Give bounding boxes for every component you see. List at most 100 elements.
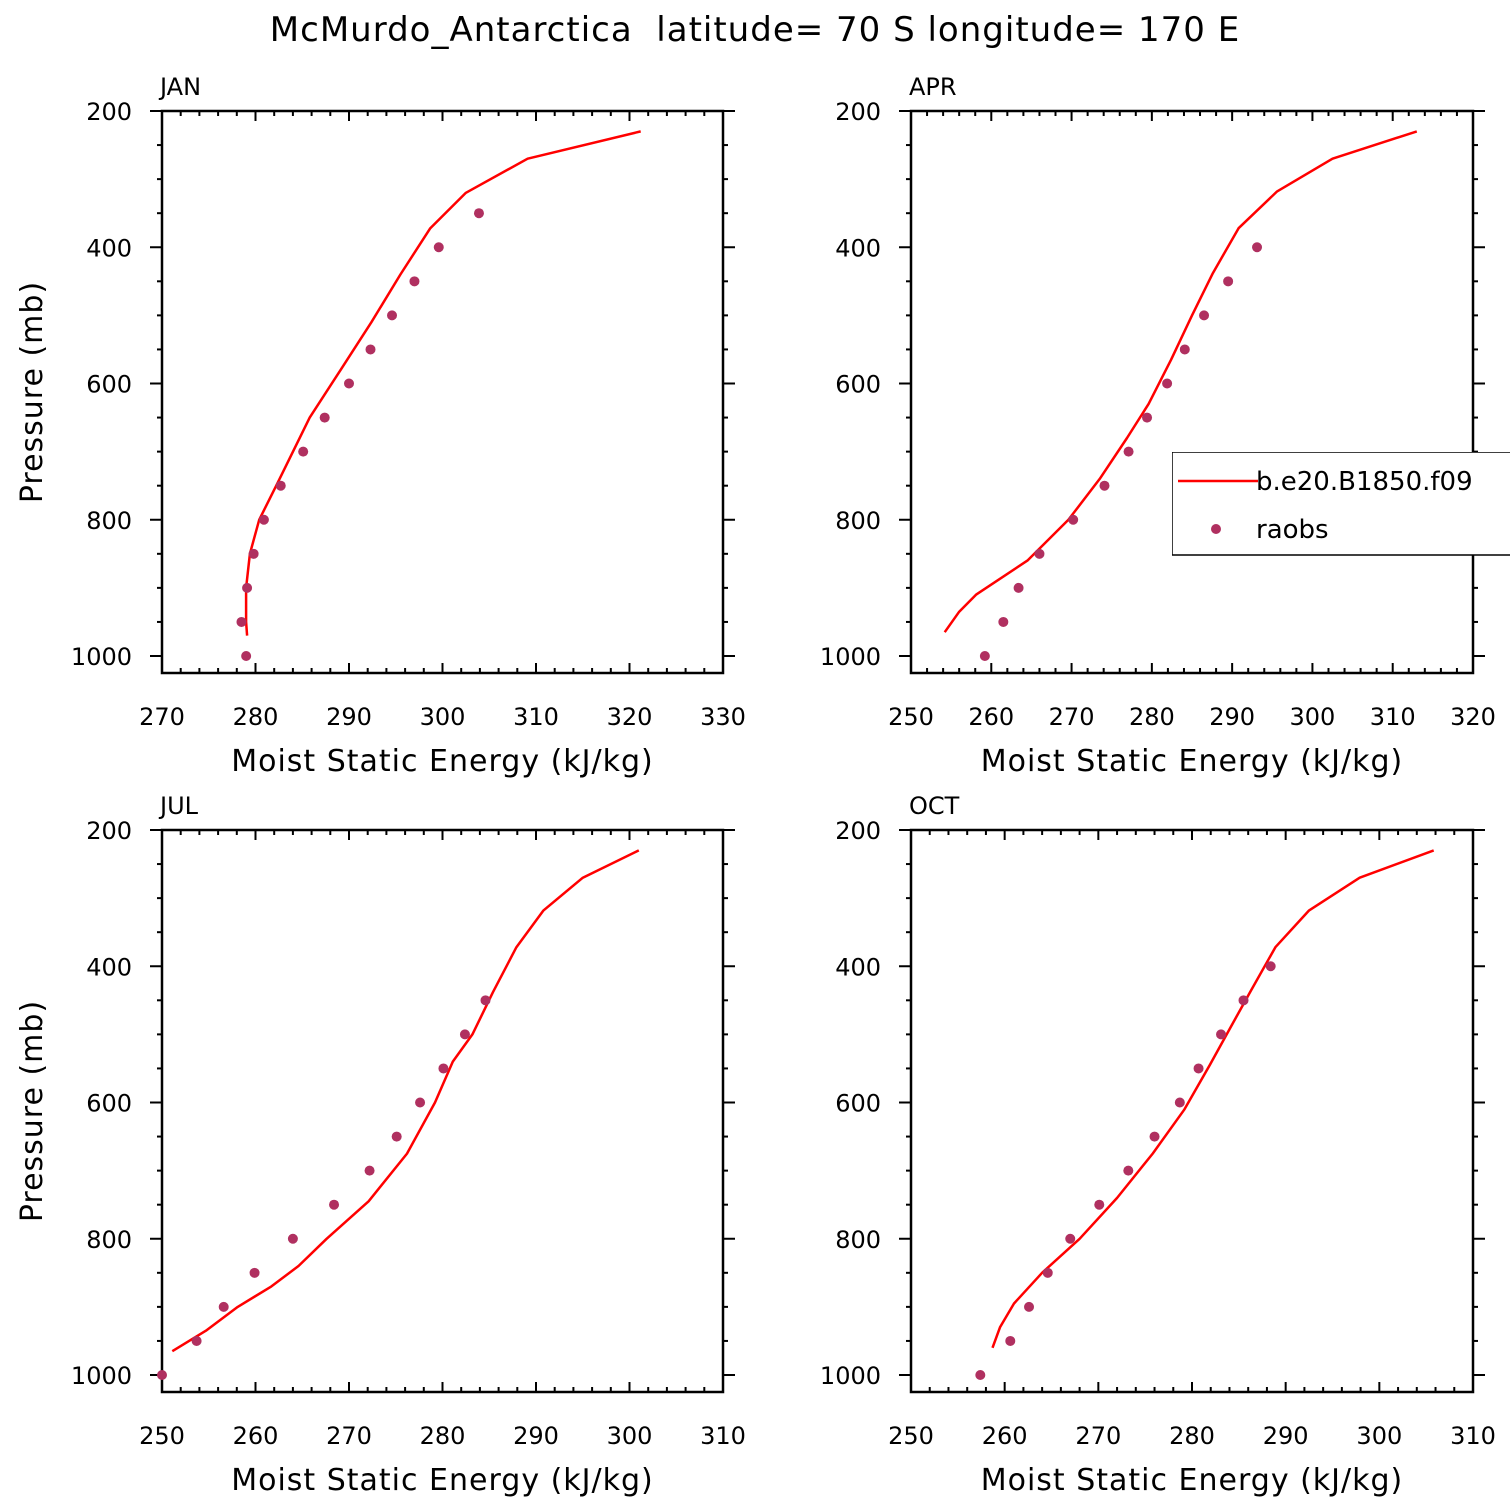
x-tick-label: 310 (1370, 703, 1416, 731)
x-tick-label: 290 (513, 1422, 559, 1450)
raobs-point (1162, 378, 1173, 389)
x-tick-label: 280 (1169, 1422, 1215, 1450)
y-axis-title: Pressure (mb) (15, 281, 50, 503)
y-tick-label: 200 (835, 817, 881, 845)
y-tick-label: 800 (86, 1226, 132, 1254)
raobs-point (387, 310, 398, 321)
y-tick-label: 1000 (820, 1362, 881, 1390)
x-tick-label: 330 (700, 703, 746, 731)
raobs-point (473, 208, 484, 219)
chart-panel-jul: 250 260 270 280 290 300 310 200 400 600 800 1000 Moi… (15, 792, 746, 1498)
panel-label-jul: JUL (158, 792, 199, 820)
model-line-jan (244, 130, 641, 636)
x-tick-label: 300 (420, 703, 466, 731)
raobs-point (365, 344, 376, 355)
raobs-point (344, 378, 354, 389)
raobs-point (1149, 1131, 1160, 1142)
y-tick-label: 800 (835, 507, 881, 535)
x-tick-label: 280 (233, 703, 279, 731)
raobs-point (433, 242, 444, 253)
raobs-point (1199, 310, 1210, 321)
y-tick-label: 1000 (820, 643, 881, 671)
raobs-point (979, 651, 990, 661)
x-tick-label: 290 (326, 703, 372, 731)
panel-label-apr: APR (909, 73, 957, 101)
x-axis-title: Moist Static Energy (kJ/kg) (231, 1463, 654, 1498)
figure-title: McMurdo_Antarctica latitude= 70 S longit… (269, 10, 1241, 50)
y-tick-label: 200 (86, 817, 132, 845)
y-axis-title: Pressure (mb) (15, 1000, 50, 1222)
legend: b.e20.B1850.f09 raobs (1172, 452, 1510, 556)
x-tick-label: 300 (1290, 703, 1336, 731)
raobs-point (157, 1370, 167, 1380)
y-tick-label: 400 (86, 234, 132, 262)
raobs-point (1034, 548, 1045, 559)
x-tick-label: 280 (1129, 703, 1175, 731)
raobs-point (236, 616, 247, 627)
raobs-point (1099, 480, 1110, 491)
raobs-point (1265, 961, 1276, 972)
x-tick-label: 310 (513, 703, 559, 731)
plot-frame-apr (909, 109, 1475, 675)
y-tick-label: 1000 (71, 1362, 132, 1390)
raobs-point (1123, 1165, 1134, 1176)
raobs-point (1142, 412, 1153, 423)
x-tick-label: 270 (326, 1422, 372, 1450)
x-tick-label: 270 (139, 703, 185, 731)
panel-label-oct: OCT (909, 792, 960, 820)
x-axis-title: Moist Static Energy (kJ/kg) (231, 744, 654, 779)
raobs-point (1216, 1029, 1227, 1040)
legend-box (1172, 452, 1510, 556)
raobs-point (329, 1199, 340, 1210)
x-axis-title: Moist Static Energy (kJ/kg) (981, 1463, 1404, 1498)
y-tick-label: 800 (835, 1226, 881, 1254)
y-tick-label: 800 (86, 507, 132, 535)
raobs-point (391, 1131, 402, 1142)
x-tick-label: 280 (420, 1422, 466, 1450)
x-tick-label: 250 (888, 703, 934, 731)
x-tick-label: 290 (1263, 1422, 1309, 1450)
raobs-point (998, 616, 1009, 627)
raobs-point (480, 995, 491, 1006)
raobs-point (1179, 344, 1190, 355)
raobs-point (1238, 995, 1249, 1006)
raobs-point (1252, 242, 1263, 253)
x-tick-label: 250 (139, 1422, 185, 1450)
raobs-point (1193, 1063, 1204, 1074)
x-tick-label: 320 (1450, 703, 1496, 731)
x-tick-label: 250 (888, 1422, 934, 1450)
raobs-point (241, 651, 252, 661)
raobs-point (1174, 1097, 1185, 1108)
raobs-point (1024, 1301, 1035, 1312)
model-line-apr (943, 130, 1418, 633)
legend-obs-label: raobs (1256, 515, 1329, 545)
model-line-oct (991, 849, 1435, 1349)
y-tick-label: 200 (835, 98, 881, 126)
raobs-point (364, 1165, 375, 1176)
x-tick-label: 310 (1450, 1422, 1496, 1450)
raobs-point (1013, 582, 1024, 593)
panel-label-jan: JAN (158, 73, 201, 101)
raobs-point (1068, 514, 1079, 525)
y-tick-label: 1000 (71, 643, 132, 671)
raobs-point (459, 1029, 470, 1040)
chart-panel-jan: 270 280 290 300 310 320 330 200 400 600 800 1000 Moi… (15, 73, 746, 779)
x-tick-label: 300 (607, 1422, 653, 1450)
y-tick-label: 400 (86, 953, 132, 981)
raobs-point (191, 1335, 202, 1346)
raobs-point (258, 514, 269, 525)
plot-frame-jul (160, 828, 725, 1394)
legend-obs-marker-swatch (1211, 524, 1221, 534)
raobs-point (218, 1301, 229, 1312)
raobs-point (275, 480, 286, 491)
y-tick-label: 400 (835, 234, 881, 262)
y-tick-label: 600 (86, 371, 132, 399)
chart-panel-oct: 250 260 270 280 290 300 310 200 400 600 800 1000 Moi… (820, 792, 1496, 1498)
raobs-point (1123, 446, 1134, 457)
legend-model-label: b.e20.B1850.f09 (1256, 467, 1473, 497)
raobs-point (249, 1267, 260, 1278)
model-line-jul (171, 849, 640, 1353)
y-tick-label: 600 (86, 1090, 132, 1118)
raobs-point (1005, 1335, 1016, 1346)
